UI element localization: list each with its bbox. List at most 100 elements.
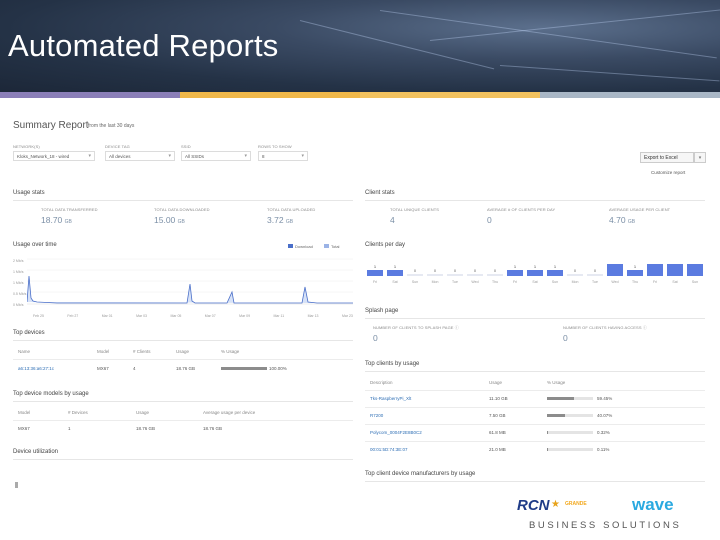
- slide-header: Automated Reports: [0, 0, 720, 92]
- clients-per-day-label: Fri: [652, 280, 658, 284]
- top-manufacturers-panel: [365, 481, 705, 495]
- filter-tag-label: DEVICE TAG: [105, 144, 130, 149]
- client-row-4-bar: [547, 448, 593, 451]
- device-clients: 4: [133, 366, 136, 371]
- device-usage: 18.76 GB: [176, 366, 196, 371]
- clients-per-day-count: 0: [473, 268, 477, 273]
- clients-per-day-count: 0: [573, 268, 577, 273]
- model-usage: 18.76 GB: [136, 426, 156, 431]
- clients-per-day-count: 2: [693, 258, 697, 263]
- filter-tag-select[interactable]: All devices: [105, 151, 175, 161]
- clients-per-day-bar: 2 Fri: [647, 254, 663, 294]
- clients-per-day-chart: 1 Fri 1 Sat 0 Sun 0 Mon 0 Tue 0 Wed 0 Thu 1 Fri 1 Sat 1 Sun…: [365, 254, 705, 294]
- stripe-purple: [0, 92, 180, 98]
- stat-total-downloaded-value: 15.00 GB: [154, 215, 185, 225]
- stat-avg-usage-value: 4.70 GB: [609, 215, 636, 225]
- clients-per-day-count: 1: [393, 264, 397, 269]
- clients-per-day-bar: 1 Fri: [367, 254, 383, 294]
- client-row-2-desc[interactable]: R7200: [370, 413, 384, 418]
- clients-per-day-label: Tue: [592, 280, 598, 284]
- stat-total-uploaded-value: 3.72 GB: [267, 215, 294, 225]
- col-devices: # Devices: [68, 410, 88, 415]
- stat-avg-clients-label: AVERAGE # OF CLIENTS PER DAY: [487, 207, 556, 212]
- rcn-logo: RCN: [517, 497, 550, 514]
- client-row-2-usage: 7.50 GB: [489, 413, 506, 418]
- clients-per-day-bar: 0 Thu: [487, 254, 503, 294]
- filter-network-select[interactable]: Kloks_Network_18 - wired: [13, 151, 95, 161]
- usage-stats-title: Usage stats: [13, 190, 45, 196]
- clients-per-day-bar: 2 Sun: [687, 254, 703, 294]
- clients-per-day-count: 1: [373, 264, 377, 269]
- clients-per-day-label: Wed: [611, 280, 619, 284]
- client-row-1-desc[interactable]: Tks-RaspberryPi_Xlt: [370, 396, 412, 401]
- access-clients-label: NUMBER OF CLIENTS HAVING ACCESS ⓘ: [563, 325, 647, 330]
- filter-rows-label: ROWS TO SHOW: [258, 144, 292, 149]
- col-usage: Usage: [136, 410, 150, 415]
- clients-per-day-count: 0: [453, 268, 457, 273]
- clients-per-day-label: Mon: [431, 280, 439, 284]
- grande-star-icon: ★: [551, 499, 560, 510]
- model-devices: 1: [68, 426, 71, 431]
- clients-per-day-label: Thu: [631, 280, 639, 284]
- clients-per-day-label: Fri: [512, 280, 518, 284]
- export-excel-button[interactable]: Export to Excel: [640, 152, 694, 163]
- usage-chart: 2 Mb/s 1 Mb/s 1 Mb/s 0.5 Mb/s 0 Mb/s Feb…: [13, 254, 353, 322]
- col-usage: Usage: [176, 349, 190, 354]
- clients-per-day-count: 1: [513, 264, 517, 269]
- usage-line-chart: [27, 258, 353, 305]
- stat-unique-clients-label: TOTAL UNIQUE CLIENTS: [390, 207, 440, 212]
- clients-per-day-bar: 0 Mon: [567, 254, 583, 294]
- clients-per-day-count: 1: [553, 264, 557, 269]
- clients-per-day-count: 0: [493, 268, 497, 273]
- top-devices-table: Name Model # Clients Usage % Usage a6:13…: [13, 340, 353, 378]
- usage-legend-download: Download: [288, 244, 313, 249]
- clients-per-day-bar: 1 Sun: [547, 254, 563, 294]
- stat-avg-usage-label: AVERAGE USAGE PER CLIENT: [609, 207, 671, 212]
- usage-stats-panel: TOTAL DATA TRANSFERRED 18.70 GB TOTAL DA…: [13, 200, 353, 236]
- clients-per-day-bar: 1 Thu: [627, 254, 643, 294]
- color-stripe: [0, 92, 720, 98]
- splash-clients-label: NUMBER OF CLIENTS TO SPLASH PAGE ⓘ: [373, 325, 459, 330]
- client-row-4-desc[interactable]: 00:01:5D:74:3E:07: [370, 447, 408, 452]
- clients-per-day-title: Clients per day: [365, 242, 406, 248]
- splash-clients-value: 0: [373, 333, 378, 343]
- device-name-link[interactable]: a6:13:36:a6:27:1c: [18, 366, 55, 371]
- filter-ssid-label: SSID: [181, 144, 191, 149]
- stat-unique-clients-value: 4: [390, 215, 395, 225]
- grande-logo: GRANDE: [565, 501, 587, 507]
- client-row-4-pct: 0.11%: [597, 447, 610, 452]
- model-name: MX67: [18, 426, 30, 431]
- filter-rows-select[interactable]: 8: [258, 151, 308, 161]
- splash-page-panel: NUMBER OF CLIENTS TO SPLASH PAGE ⓘ 0 NUM…: [365, 318, 705, 348]
- stat-total-transferred-value: 18.70 GB: [41, 215, 72, 225]
- model-avg-usage: 18.76 GB: [203, 426, 223, 431]
- clients-per-day-bar: 1 Sat: [527, 254, 543, 294]
- rcn-grande-wave-logo: RCN ★ GRANDE wave BUSINESS SOLUTIONS: [515, 495, 685, 532]
- top-clients-table: Description Usage % Usage Tks-RaspberryP…: [365, 371, 705, 461]
- clients-per-day-label: Fri: [372, 280, 378, 284]
- clients-per-day-count: 2: [653, 258, 657, 263]
- access-clients-value: 0: [563, 333, 568, 343]
- usage-over-time-title: Usage over time: [13, 242, 57, 248]
- stripe-gray: [540, 92, 720, 98]
- client-row-3-pct: 0.32%: [597, 430, 610, 435]
- clients-per-day-bar: 2 Wed: [607, 254, 623, 294]
- report-subtitle: from the last 30 days: [88, 123, 135, 129]
- client-row-3-desc[interactable]: Polycom_0004F2E8B0C2: [370, 430, 422, 435]
- device-usage-bar: [221, 367, 267, 370]
- client-row-1-bar: [547, 397, 593, 400]
- client-row-1-usage: 11.10 GB: [489, 396, 508, 401]
- utilization-axis-mark: [15, 482, 18, 488]
- clients-per-day-label: Sat: [392, 280, 398, 284]
- clients-per-day-label: Sat: [672, 280, 678, 284]
- clients-per-day-bar: 0 Sun: [407, 254, 423, 294]
- export-menu-chevron-icon[interactable]: ▾: [694, 152, 706, 163]
- top-clients-title: Top clients by usage: [365, 361, 420, 367]
- clients-per-day-label: Thu: [491, 280, 499, 284]
- filter-ssid-select[interactable]: All SSIDs: [181, 151, 251, 161]
- clients-per-day-count: 0: [433, 268, 437, 273]
- col-name: Name: [18, 349, 31, 354]
- customize-report-link[interactable]: Customize report: [651, 170, 686, 175]
- clients-per-day-bar: 0 Mon: [427, 254, 443, 294]
- device-pct: 100.00%: [269, 366, 287, 371]
